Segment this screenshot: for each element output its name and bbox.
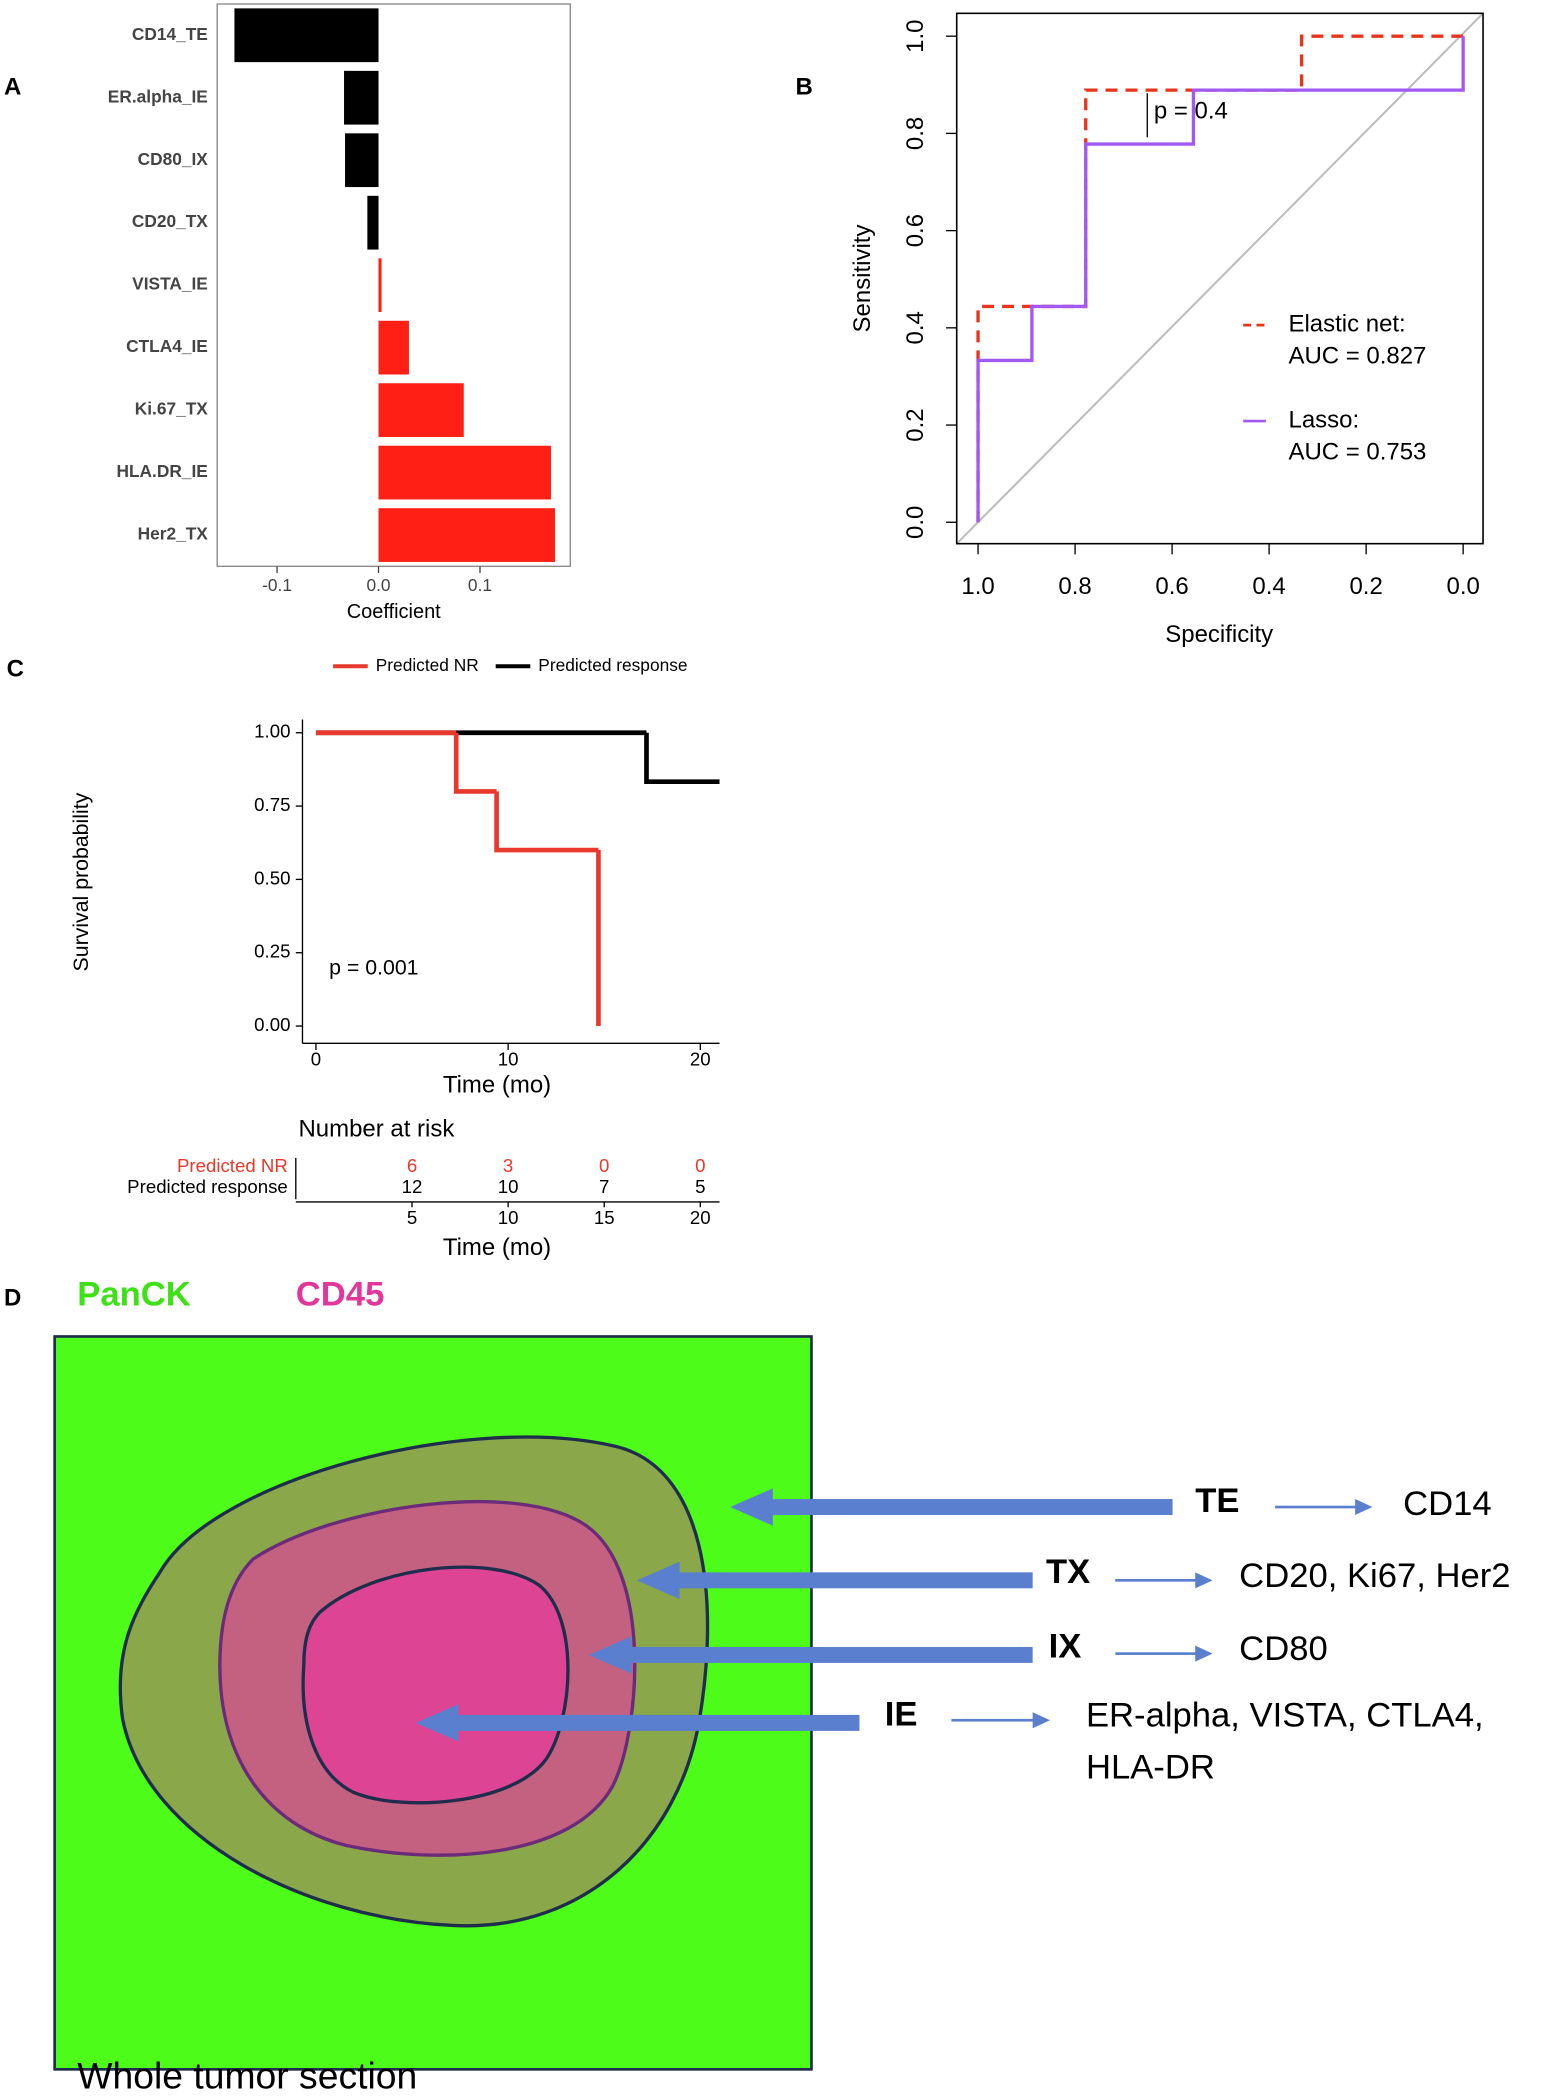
legend-auc: AUC = 0.827 <box>1288 342 1426 369</box>
region-markers: HLA-DR <box>1086 1749 1215 1787</box>
bar <box>345 133 379 188</box>
bar <box>378 508 556 562</box>
risk-tick-label: 20 <box>690 1207 711 1228</box>
x-tick-label: 0.0 <box>366 575 390 595</box>
x-tick-label: 0.4 <box>1252 573 1285 600</box>
x-tick-label: 1.0 <box>961 573 994 600</box>
risk-tick-label: 10 <box>498 1207 519 1228</box>
risk-count: 5 <box>695 1176 705 1197</box>
y-tick-label: 0.2 <box>902 408 929 441</box>
legend-label: Elastic net: <box>1288 310 1405 337</box>
risk-title: Number at risk <box>298 1115 455 1142</box>
x-axis-label: Time (mo) <box>443 1071 551 1098</box>
x-tick-label: 0.2 <box>1349 573 1382 600</box>
y-tick-label: 0.0 <box>902 506 929 539</box>
bar <box>344 70 379 125</box>
region-markers: CD14 <box>1403 1485 1492 1523</box>
x-tick-label: 0.1 <box>468 575 492 595</box>
risk-count: 3 <box>503 1155 513 1176</box>
y-tick-label: 0.8 <box>902 117 929 150</box>
y-tick-label: CD14_TE <box>132 24 208 44</box>
reference-line <box>956 12 1484 545</box>
y-tick-label: 0.4 <box>902 311 929 344</box>
x-tick-label: -0.1 <box>262 575 292 595</box>
x-tick-label: 0 <box>311 1049 321 1070</box>
y-tick-label: 0.00 <box>254 1014 290 1035</box>
roc-line <box>976 36 1465 523</box>
y-tick-label: HLA.DR_IE <box>116 461 207 481</box>
legend-label: Lasso: <box>1288 406 1359 433</box>
y-axis-label: Sensitivity <box>849 225 876 333</box>
y-tick-label: 0.50 <box>254 867 290 888</box>
risk-count: 12 <box>402 1176 423 1197</box>
survival-step <box>453 732 497 794</box>
y-tick-label: 0.75 <box>254 794 290 815</box>
bar <box>234 8 379 63</box>
y-tick-label: 1.00 <box>254 721 290 742</box>
risk-count: 6 <box>407 1155 417 1176</box>
risk-row-name: Predicted NR <box>177 1155 288 1176</box>
bar <box>378 383 464 437</box>
x-tick-label: 0.0 <box>1446 573 1479 600</box>
panel-label: C <box>7 656 24 683</box>
y-axis-label: Survival probability <box>69 792 93 971</box>
x-tick-label: 10 <box>498 1049 519 1070</box>
plot-frame <box>216 3 571 567</box>
y-tick-label: 1.0 <box>902 20 929 53</box>
legend-label: Predicted response <box>538 655 687 675</box>
x-tick-label: 20 <box>690 1049 711 1070</box>
region-code: TX <box>1046 1553 1090 1591</box>
x-axis-label: Specificity <box>1165 621 1273 648</box>
survival-step <box>644 732 720 785</box>
region-code: TE <box>1195 1482 1239 1520</box>
y-tick-label: Her2_TX <box>138 524 209 544</box>
y-tick-label: Ki.67_TX <box>135 399 209 419</box>
x-axis-label: Coefficient <box>347 601 441 623</box>
bar <box>367 195 379 250</box>
survival-step <box>494 791 599 853</box>
risk-tick-label: 5 <box>407 1207 417 1228</box>
risk-row-name: Predicted response <box>127 1176 288 1197</box>
y-tick-label: CD80_IX <box>138 149 209 169</box>
annotation: p = 0.4 <box>1154 97 1228 124</box>
legend-cd45: CD45 <box>296 1276 385 1314</box>
inner-region <box>301 1565 570 1805</box>
arrows <box>415 1488 1373 1742</box>
y-tick-label: 0.25 <box>254 941 290 962</box>
caption: Whole tumor section <box>77 2055 417 2097</box>
y-tick-label: 0.6 <box>902 214 929 247</box>
annotation: p = 0.001 <box>329 955 418 979</box>
bar <box>378 445 552 500</box>
y-tick-label: CTLA4_IE <box>126 336 208 356</box>
legend-panck: PanCK <box>77 1276 191 1314</box>
region-markers: ER-alpha, VISTA, CTLA4, <box>1086 1697 1484 1735</box>
region-code: IE <box>885 1695 918 1733</box>
legend-auc: AUC = 0.753 <box>1288 438 1426 465</box>
risk-count: 0 <box>695 1155 705 1176</box>
risk-tick-label: 15 <box>594 1207 615 1228</box>
bar <box>378 258 382 313</box>
x-tick-label: 0.6 <box>1155 573 1188 600</box>
roc-line <box>976 34 1464 523</box>
x-tick-label: 0.8 <box>1058 573 1091 600</box>
y-tick-label: ER.alpha_IE <box>108 86 208 106</box>
panel-label: A <box>4 73 21 100</box>
risk-count: 10 <box>498 1176 519 1197</box>
y-tick-label: VISTA_IE <box>132 274 208 294</box>
legend-label: Predicted NR <box>376 655 479 675</box>
bar <box>378 320 409 375</box>
risk-count: 7 <box>599 1176 609 1197</box>
plot-frame <box>955 12 1484 545</box>
y-tick-label: CD20_TX <box>132 211 208 231</box>
region-markers: CD80 <box>1239 1630 1328 1668</box>
panel-label: B <box>795 73 812 100</box>
panel-label: D <box>4 1285 21 1312</box>
risk-count: 0 <box>599 1155 609 1176</box>
region-markers: CD20, Ki67, Her2 <box>1239 1557 1510 1595</box>
region-code: IX <box>1049 1627 1082 1665</box>
risk-x-label: Time (mo) <box>443 1234 551 1261</box>
